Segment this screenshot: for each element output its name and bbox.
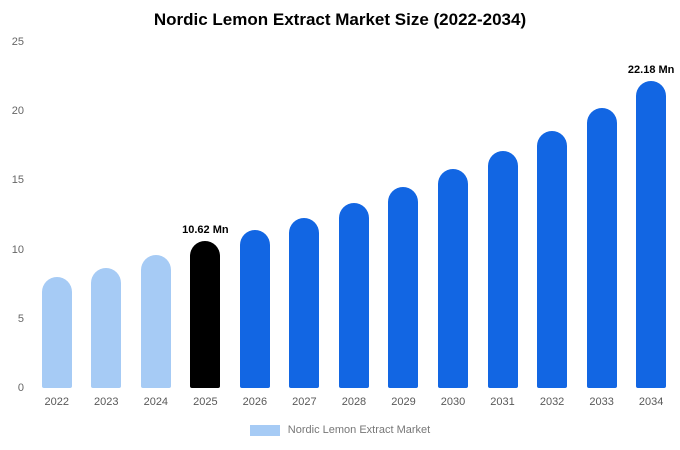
- bar-slot: [577, 42, 627, 388]
- legend-label: Nordic Lemon Extract Market: [287, 424, 431, 436]
- y-axis: 0 5 10 15 20 25: [0, 36, 26, 394]
- bar-value-label: 22.18 Mn: [627, 64, 675, 77]
- bar-2028: [338, 202, 369, 388]
- x-tick-label-2028: 2028: [341, 396, 367, 408]
- x-tick-label-2030: 2030: [440, 396, 466, 408]
- x-tick-label-2024: 2024: [143, 396, 169, 408]
- bar-2023: [91, 267, 122, 388]
- bar-2024: [140, 255, 171, 388]
- x-tick-label-2027: 2027: [292, 396, 317, 408]
- x-tick-label-2029: 2029: [391, 396, 416, 408]
- x-tick-label-2022: 2022: [44, 396, 69, 408]
- x-tick-label-2026: 2026: [242, 396, 268, 408]
- legend: Nordic Lemon Extract Market: [0, 424, 680, 436]
- bar-2022: [41, 277, 72, 388]
- bar-slot: [280, 42, 330, 388]
- y-tick-label: 0: [17, 382, 24, 394]
- bar-2029: [388, 187, 419, 388]
- legend-swatch-icon: [249, 424, 280, 436]
- y-tick-label: 10: [11, 243, 24, 256]
- bar-slot: [527, 42, 577, 388]
- bar-slot: [230, 42, 280, 388]
- y-tick-label: 20: [11, 105, 24, 118]
- bar-2031: [487, 151, 518, 388]
- bar-2027: [289, 217, 320, 388]
- chart-title: Nordic Lemon Extract Market Size (2022-2…: [153, 10, 527, 29]
- y-tick-label: 15: [11, 174, 24, 187]
- bar-slot: [329, 42, 379, 388]
- bar-slot: 10.62 Mn: [181, 42, 231, 388]
- bar-slot: [428, 42, 478, 388]
- y-tick-label: 5: [17, 312, 24, 325]
- bar-slot: [131, 42, 181, 388]
- x-tick-label-2034: 2034: [638, 396, 664, 408]
- x-tick-label-2025: 2025: [193, 396, 218, 408]
- bar-2030: [438, 169, 469, 388]
- bar-slot: [32, 42, 82, 388]
- plot-area: 10.62 Mn 22.18 Mn: [32, 42, 676, 388]
- bar-slot: [379, 42, 429, 388]
- bar-slot: 22.18 Mn: [626, 42, 676, 388]
- bar-value-label: 10.62 Mn: [182, 224, 229, 237]
- x-tick-label-2032: 2032: [539, 396, 565, 408]
- bar-2025: [190, 241, 221, 388]
- bar-2026: [239, 230, 270, 388]
- bar-slot: [478, 42, 528, 388]
- bar-2034: [636, 81, 667, 388]
- x-tick-label-2031: 2031: [490, 396, 515, 408]
- bar-2033: [586, 108, 617, 388]
- x-tick-label-2033: 2033: [589, 396, 614, 408]
- bar-2032: [537, 130, 568, 388]
- y-tick-label: 25: [11, 36, 24, 48]
- x-tick-label-2023: 2023: [94, 396, 119, 408]
- x-axis: 2022 2023 2024 2025 2026 2027 2028 2029 2030 2031…: [32, 396, 676, 408]
- bar-slot: [82, 42, 132, 388]
